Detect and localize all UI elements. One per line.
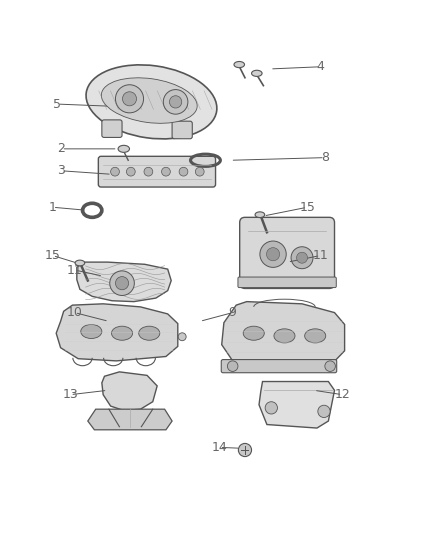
Circle shape [115, 85, 143, 113]
Polygon shape [258, 382, 334, 428]
Ellipse shape [111, 326, 132, 340]
Ellipse shape [138, 326, 159, 340]
Ellipse shape [81, 325, 102, 338]
Circle shape [178, 333, 186, 341]
Ellipse shape [161, 167, 170, 176]
Ellipse shape [75, 260, 85, 266]
Ellipse shape [243, 326, 264, 340]
Ellipse shape [273, 329, 294, 343]
Polygon shape [88, 409, 172, 430]
Text: 12: 12 [334, 388, 350, 401]
Text: 8: 8 [320, 151, 328, 164]
Circle shape [317, 405, 329, 417]
Polygon shape [221, 302, 344, 367]
Circle shape [169, 96, 181, 108]
Circle shape [265, 402, 277, 414]
Text: 15: 15 [45, 249, 60, 262]
Text: 2: 2 [57, 142, 65, 155]
Circle shape [115, 277, 128, 290]
Polygon shape [56, 304, 177, 361]
Ellipse shape [233, 61, 244, 68]
Text: 10: 10 [67, 306, 82, 319]
Text: 13: 13 [62, 388, 78, 401]
Polygon shape [77, 262, 171, 302]
Polygon shape [102, 372, 157, 410]
Ellipse shape [110, 167, 119, 176]
Circle shape [238, 443, 251, 457]
Text: 15: 15 [299, 201, 314, 214]
Text: 3: 3 [57, 164, 65, 177]
Text: 9: 9 [228, 306, 236, 319]
Circle shape [110, 271, 134, 295]
Ellipse shape [251, 70, 261, 76]
Circle shape [296, 252, 307, 263]
Circle shape [227, 361, 237, 372]
FancyBboxPatch shape [221, 360, 336, 373]
Circle shape [266, 248, 279, 261]
Ellipse shape [101, 78, 197, 123]
Text: 11: 11 [67, 263, 82, 277]
Text: 4: 4 [316, 60, 324, 73]
Text: 14: 14 [211, 441, 227, 454]
Ellipse shape [126, 167, 135, 176]
Ellipse shape [195, 167, 204, 176]
Text: 1: 1 [49, 201, 57, 214]
Circle shape [122, 92, 136, 106]
Ellipse shape [86, 65, 216, 139]
FancyBboxPatch shape [237, 277, 336, 288]
FancyBboxPatch shape [98, 156, 215, 187]
Circle shape [324, 361, 335, 372]
FancyBboxPatch shape [102, 120, 122, 138]
Ellipse shape [254, 212, 264, 217]
Circle shape [163, 90, 187, 114]
Text: 11: 11 [312, 249, 328, 262]
Ellipse shape [304, 329, 325, 343]
Text: 5: 5 [53, 98, 61, 110]
Circle shape [259, 241, 286, 268]
Ellipse shape [179, 167, 187, 176]
Circle shape [290, 247, 312, 269]
Ellipse shape [118, 146, 129, 152]
FancyBboxPatch shape [172, 121, 192, 139]
Ellipse shape [144, 167, 152, 176]
FancyBboxPatch shape [239, 217, 334, 288]
